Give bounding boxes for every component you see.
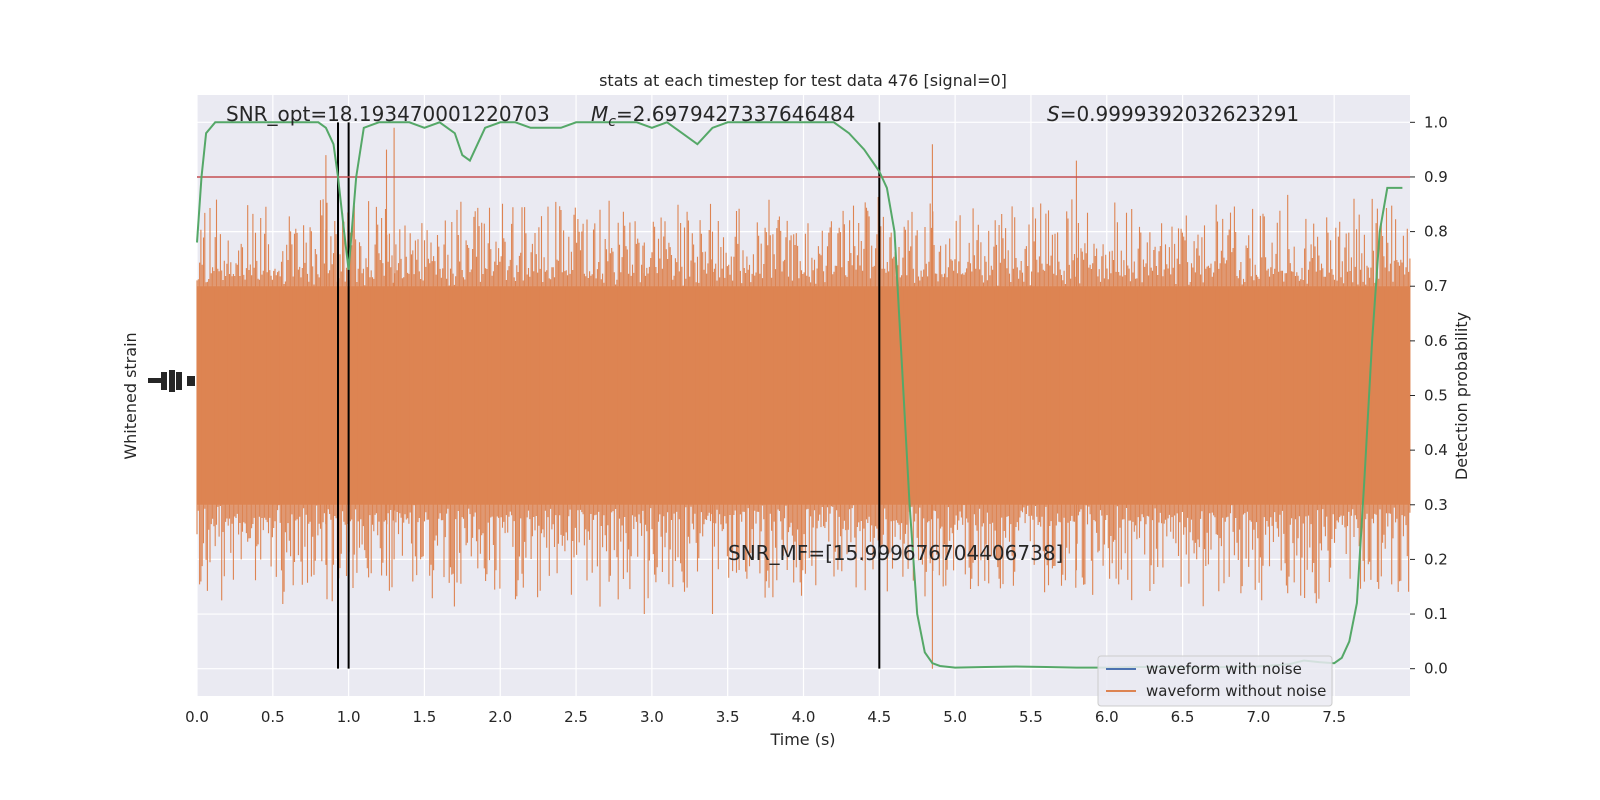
y-tick-label: 0.6 — [1424, 332, 1448, 350]
x-tick-label: 7.0 — [1246, 708, 1270, 726]
legend-label-without-noise: waveform without noise — [1146, 682, 1326, 700]
x-tick-labels: 0.0 0.5 1.0 1.5 2.0 2.5 3.0 3.5 4.0 4.5 5.0 5.5 6.0 6… — [185, 708, 1346, 726]
x-tick-label: 2.5 — [564, 708, 588, 726]
y-tick-label: 0.3 — [1424, 496, 1448, 514]
noise-spikes — [196, 127, 1411, 669]
x-tick-label: 6.5 — [1171, 708, 1195, 726]
noise-band — [197, 286, 1410, 505]
chart-title: stats at each timestep for test data 476… — [599, 71, 1007, 90]
y-axis-label-left: Whitened strain — [121, 332, 140, 459]
x-tick-label: 4.5 — [867, 708, 891, 726]
snr-mf-annotation: SNR_MF=[15.999676704406738] — [728, 541, 1063, 565]
left-tick-cluster — [148, 370, 195, 392]
legend-label-with-noise: waveform with noise — [1146, 660, 1302, 678]
x-tick-label: 0.5 — [261, 708, 285, 726]
chirp-mass-value: =2.6979427337646484 — [616, 102, 855, 126]
x-tick-label: 3.5 — [716, 708, 740, 726]
x-tick-label: 0.0 — [185, 708, 209, 726]
x-tick-label: 7.5 — [1322, 708, 1346, 726]
x-axis-label: Time (s) — [769, 730, 835, 749]
x-tick-label: 3.0 — [640, 708, 664, 726]
s-symbol: S — [1047, 102, 1060, 126]
noise-waveform — [196, 127, 1411, 669]
vertical-markers — [337, 122, 881, 669]
y-tick-label: 0.7 — [1424, 277, 1448, 295]
legend: waveform with noise waveform without noi… — [1097, 655, 1333, 707]
chirp-mass-subscript: c — [608, 114, 616, 130]
y-tick-labels-right: 0.0 0.1 0.2 0.3 0.4 0.5 0.6 0.7 0.8 0.9 1.0 — [1410, 113, 1448, 678]
x-tick-label: 2.0 — [488, 708, 512, 726]
x-tick-label: 5.5 — [1019, 708, 1043, 726]
y-tick-label: 0.2 — [1424, 550, 1448, 568]
legend-box — [1097, 655, 1333, 707]
y-tick-label: 0.4 — [1424, 441, 1448, 459]
y-tick-label: 0.0 — [1424, 660, 1448, 678]
y-tick-label: 0.8 — [1424, 223, 1448, 241]
y-axis-label-right: Detection probability — [1452, 312, 1471, 480]
chirp-mass-symbol: M — [591, 102, 608, 126]
y-tick-label: 1.0 — [1424, 113, 1448, 131]
x-tick-label: 6.0 — [1095, 708, 1119, 726]
x-tick-label: 1.5 — [413, 708, 437, 726]
snr-opt-annotation: SNR_opt=18.193470001220703 — [226, 102, 550, 126]
y-tick-label: 0.5 — [1424, 387, 1448, 405]
x-tick-label: 1.0 — [337, 708, 361, 726]
x-tick-label: 5.0 — [943, 708, 967, 726]
chirp-mass-annotation: Mc=2.6979427337646484 — [591, 102, 855, 130]
y-tick-label: 0.1 — [1424, 605, 1448, 623]
s-value: =0.9999392032623291 — [1060, 102, 1299, 126]
y-tick-label: 0.9 — [1424, 168, 1448, 186]
x-tick-label: 4.0 — [792, 708, 816, 726]
s-annotation: S=0.9999392032623291 — [1047, 102, 1299, 126]
